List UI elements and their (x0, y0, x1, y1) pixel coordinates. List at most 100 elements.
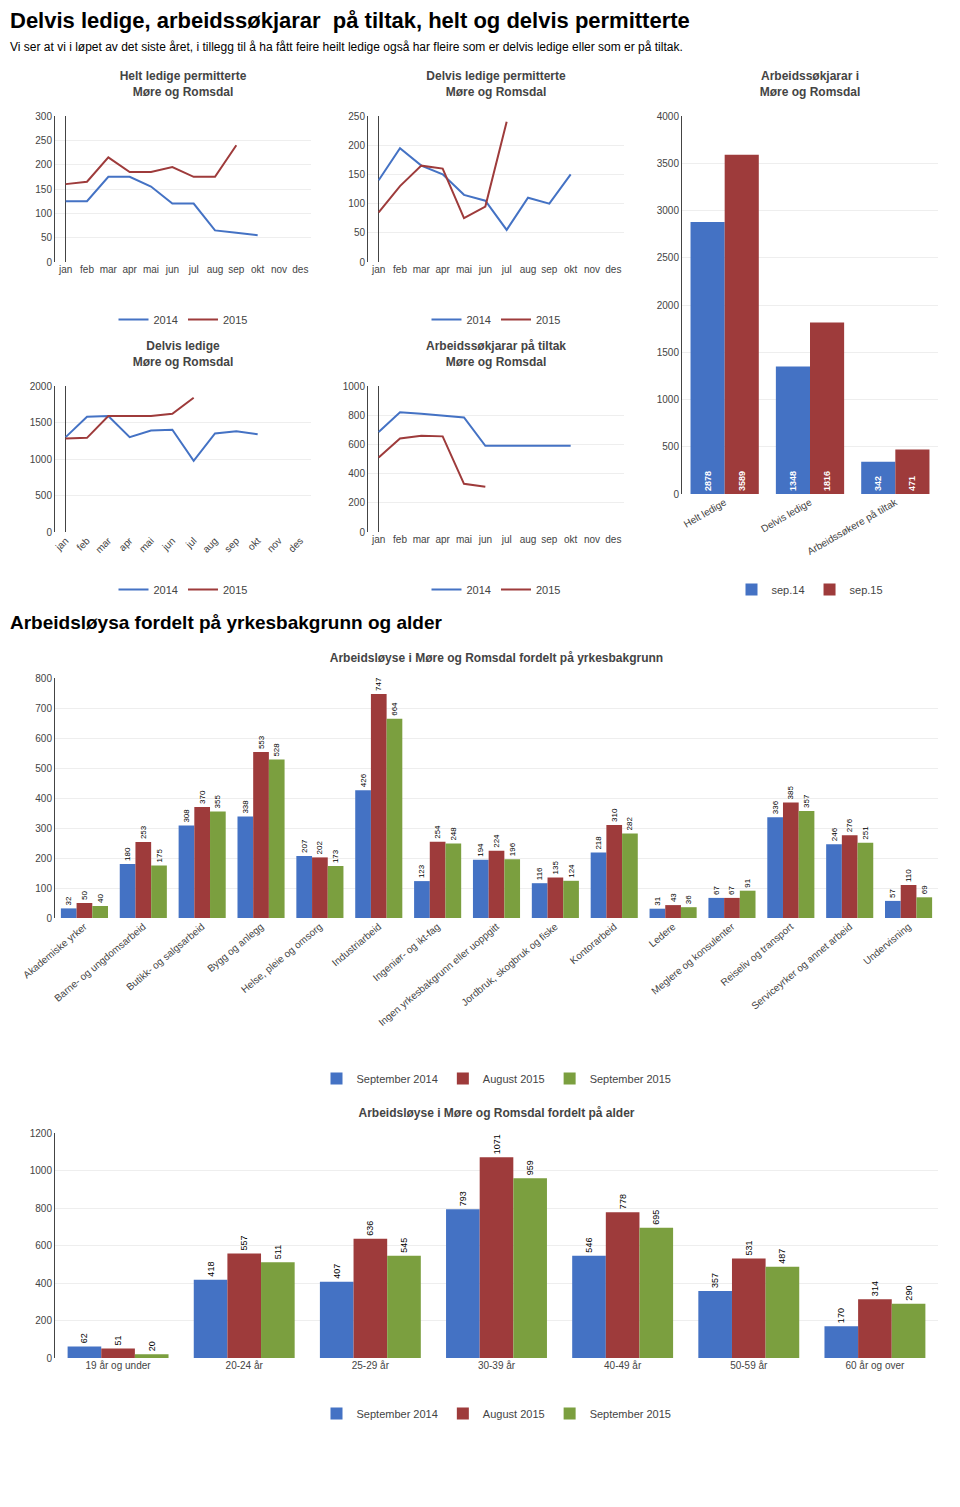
svg-text:426: 426 (359, 773, 368, 787)
svg-text:2000: 2000 (656, 299, 679, 310)
svg-text:feb: feb (393, 264, 407, 275)
svg-text:116: 116 (535, 866, 544, 879)
svg-text:400: 400 (35, 1277, 52, 1288)
svg-text:224: 224 (492, 833, 501, 847)
svg-text:0: 0 (46, 256, 52, 267)
svg-text:700: 700 (35, 702, 52, 713)
svg-text:Delvis ledige: Delvis ledige (759, 496, 814, 534)
svg-text:338: 338 (241, 799, 250, 813)
svg-text:793: 793 (458, 1191, 468, 1206)
svg-text:2015: 2015 (536, 313, 560, 325)
svg-text:0: 0 (46, 1352, 52, 1363)
svg-text:3500: 3500 (656, 157, 679, 168)
svg-text:apr: apr (122, 264, 137, 275)
svg-text:des: des (606, 534, 622, 545)
svg-text:2000: 2000 (30, 380, 53, 391)
svg-text:110: 110 (904, 868, 913, 881)
svg-text:sep.15: sep.15 (849, 583, 882, 595)
svg-text:feb: feb (393, 534, 407, 545)
svg-text:Ingen yrkesbakgrunn eller uopp: Ingen yrkesbakgrunn eller uoppgitt (376, 920, 501, 1027)
svg-text:des: des (286, 535, 305, 554)
svg-text:200: 200 (349, 497, 366, 508)
svg-text:3000: 3000 (656, 205, 679, 216)
svg-text:Serviceyrker og annet arbeid: Serviceyrker og annet arbeid (749, 921, 854, 1012)
svg-text:nov: nov (271, 264, 287, 275)
svg-text:200: 200 (35, 1315, 52, 1326)
svg-text:1000: 1000 (343, 380, 366, 391)
svg-text:jul: jul (183, 535, 199, 551)
svg-text:2015: 2015 (536, 583, 560, 595)
svg-text:600: 600 (35, 732, 52, 743)
svg-text:Delvis ledigeMøre og Romsdal: Delvis ledigeMøre og Romsdal (133, 339, 234, 369)
svg-text:des: des (606, 264, 622, 275)
svg-text:Butikk- og salgsarbeid: Butikk- og salgsarbeid (124, 921, 206, 993)
svg-text:Kontorarbeid: Kontorarbeid (568, 921, 619, 966)
svg-text:545: 545 (399, 1237, 409, 1252)
svg-text:300: 300 (35, 822, 52, 833)
svg-text:okt: okt (564, 264, 578, 275)
svg-text:jul: jul (501, 264, 512, 275)
svg-text:500: 500 (35, 490, 52, 501)
svg-text:okt: okt (245, 535, 262, 552)
svg-text:100: 100 (35, 207, 52, 218)
svg-text:546: 546 (584, 1237, 594, 1252)
svg-text:Ledere: Ledere (647, 920, 678, 949)
svg-text:196: 196 (508, 842, 517, 856)
svg-text:des: des (292, 264, 308, 275)
svg-text:feb: feb (80, 264, 94, 275)
svg-text:2500: 2500 (656, 252, 679, 263)
svg-text:407: 407 (332, 1263, 342, 1278)
svg-text:150: 150 (35, 183, 52, 194)
svg-text:Jordbruk, skogbruk og fiske: Jordbruk, skogbruk og fiske (459, 920, 560, 1007)
svg-text:300: 300 (35, 110, 52, 121)
svg-text:250: 250 (35, 134, 52, 145)
svg-text:2878: 2878 (702, 471, 712, 491)
svg-text:mar: mar (100, 264, 118, 275)
svg-text:apr: apr (436, 264, 451, 275)
svg-text:664: 664 (390, 701, 399, 715)
svg-text:200: 200 (35, 852, 52, 863)
svg-text:jun: jun (478, 534, 492, 545)
svg-text:314: 314 (870, 1281, 880, 1296)
svg-text:jun: jun (159, 535, 177, 553)
svg-text:September 2015: September 2015 (590, 1407, 671, 1419)
svg-text:mar: mar (93, 534, 113, 554)
svg-text:62: 62 (79, 1333, 89, 1343)
svg-text:747: 747 (374, 677, 383, 691)
svg-text:400: 400 (35, 792, 52, 803)
svg-text:370: 370 (198, 790, 207, 804)
svg-text:69: 69 (920, 884, 929, 893)
svg-text:mar: mar (413, 264, 431, 275)
svg-text:sep: sep (542, 264, 559, 275)
svg-text:2015: 2015 (223, 583, 247, 595)
svg-text:91: 91 (743, 878, 752, 887)
svg-text:apr: apr (117, 534, 135, 552)
svg-text:0: 0 (46, 526, 52, 537)
svg-text:511: 511 (273, 1244, 283, 1258)
svg-text:1000: 1000 (30, 453, 53, 464)
svg-text:471: 471 (907, 476, 917, 491)
svg-text:Helt ledige permitterteMøre og: Helt ledige permitterteMøre og Romsdal (120, 69, 247, 99)
svg-text:1500: 1500 (30, 417, 53, 428)
svg-text:aug: aug (520, 534, 537, 545)
svg-text:1000: 1000 (30, 1165, 53, 1176)
svg-text:500: 500 (662, 441, 679, 452)
svg-text:207: 207 (300, 839, 309, 853)
svg-text:173: 173 (331, 849, 340, 863)
svg-text:jan: jan (371, 534, 385, 545)
svg-text:32: 32 (64, 896, 73, 905)
svg-text:aug: aug (207, 264, 224, 275)
svg-text:251: 251 (861, 825, 870, 839)
svg-text:282: 282 (625, 816, 634, 830)
svg-text:800: 800 (35, 1202, 52, 1213)
svg-text:695: 695 (651, 1209, 661, 1224)
svg-text:2014: 2014 (467, 583, 491, 595)
svg-text:20-24 år: 20-24 år (226, 1360, 264, 1371)
svg-text:170: 170 (836, 1308, 846, 1323)
svg-text:202: 202 (315, 840, 324, 854)
svg-text:600: 600 (349, 438, 366, 449)
svg-text:nov: nov (584, 534, 600, 545)
svg-text:2014: 2014 (467, 313, 491, 325)
svg-text:jun: jun (165, 264, 179, 275)
svg-text:778: 778 (618, 1194, 628, 1209)
